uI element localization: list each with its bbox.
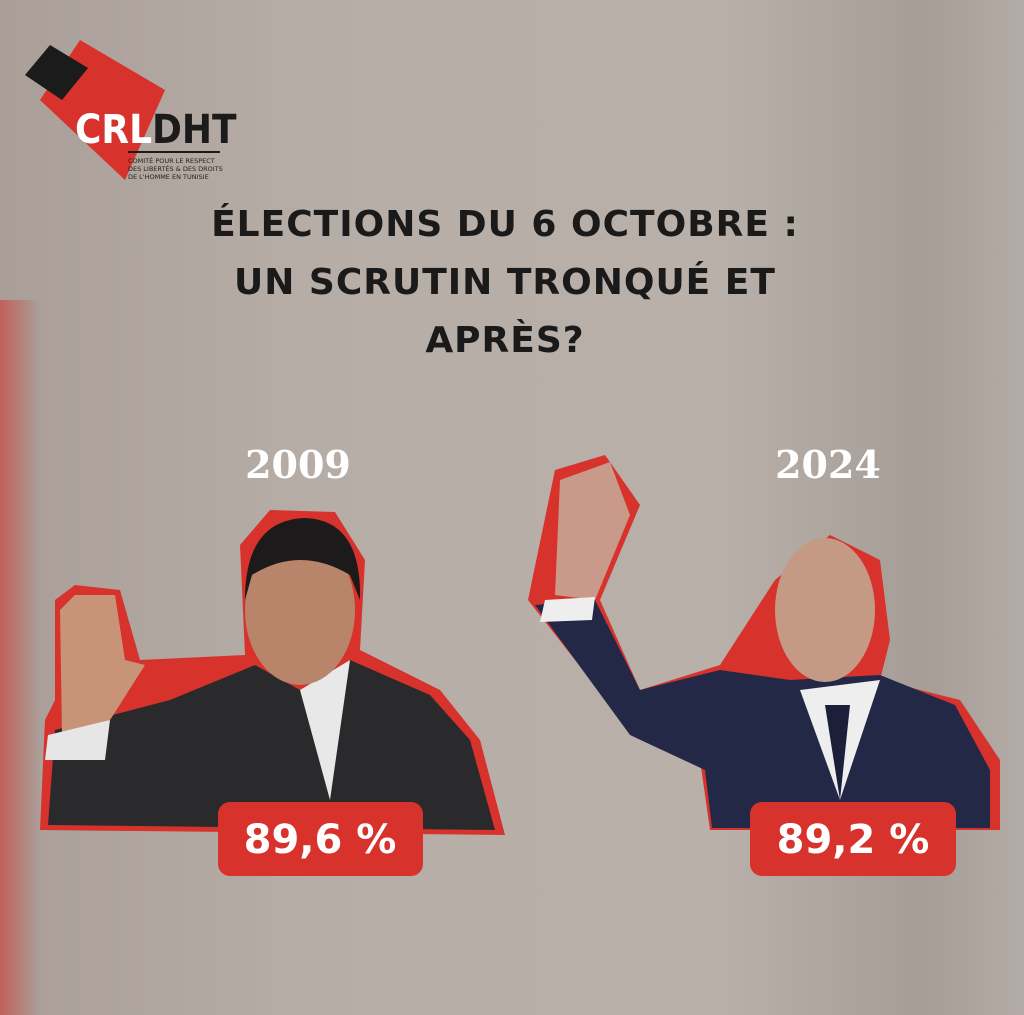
face	[775, 538, 875, 682]
cuff	[45, 720, 110, 760]
figure-right	[528, 455, 1000, 830]
title-line: APRÈS?	[425, 319, 584, 361]
year: 2009	[245, 442, 351, 487]
face	[245, 535, 355, 685]
logo-tagline: DE L'HOMME EN TUNISIE	[128, 173, 209, 181]
result: 89,2 %	[777, 817, 930, 863]
result: 89,6 %	[244, 817, 397, 863]
cuff	[540, 597, 595, 622]
logo-rule	[128, 151, 220, 153]
hand	[555, 462, 630, 600]
logo-name-right: DHT	[152, 107, 237, 153]
title-line: UN SCRUTIN TRONQUÉ ET	[234, 261, 776, 303]
result-badge	[750, 802, 956, 876]
hair	[245, 518, 361, 600]
suit	[535, 600, 990, 828]
tie	[825, 705, 850, 800]
logo-tagline: COMITÉ POUR LE RESPECT	[128, 156, 215, 165]
shirt	[300, 660, 350, 800]
suit	[48, 660, 495, 830]
logo-black-square	[25, 45, 88, 100]
title-line: ÉLECTIONS DU 6 OCTOBRE :	[211, 203, 799, 245]
hand	[60, 595, 145, 735]
logo-name-left: CRL	[75, 107, 152, 153]
year: 2024	[775, 442, 881, 487]
logo: CRL DHT COMITÉ POUR LE RESPECT DES LIBER…	[25, 40, 237, 181]
result-badge	[218, 802, 423, 876]
edge-glow	[0, 300, 40, 1015]
logo-tagline: DES LIBERTÉS & DES DROITS	[128, 164, 223, 173]
figure-left	[40, 510, 505, 835]
